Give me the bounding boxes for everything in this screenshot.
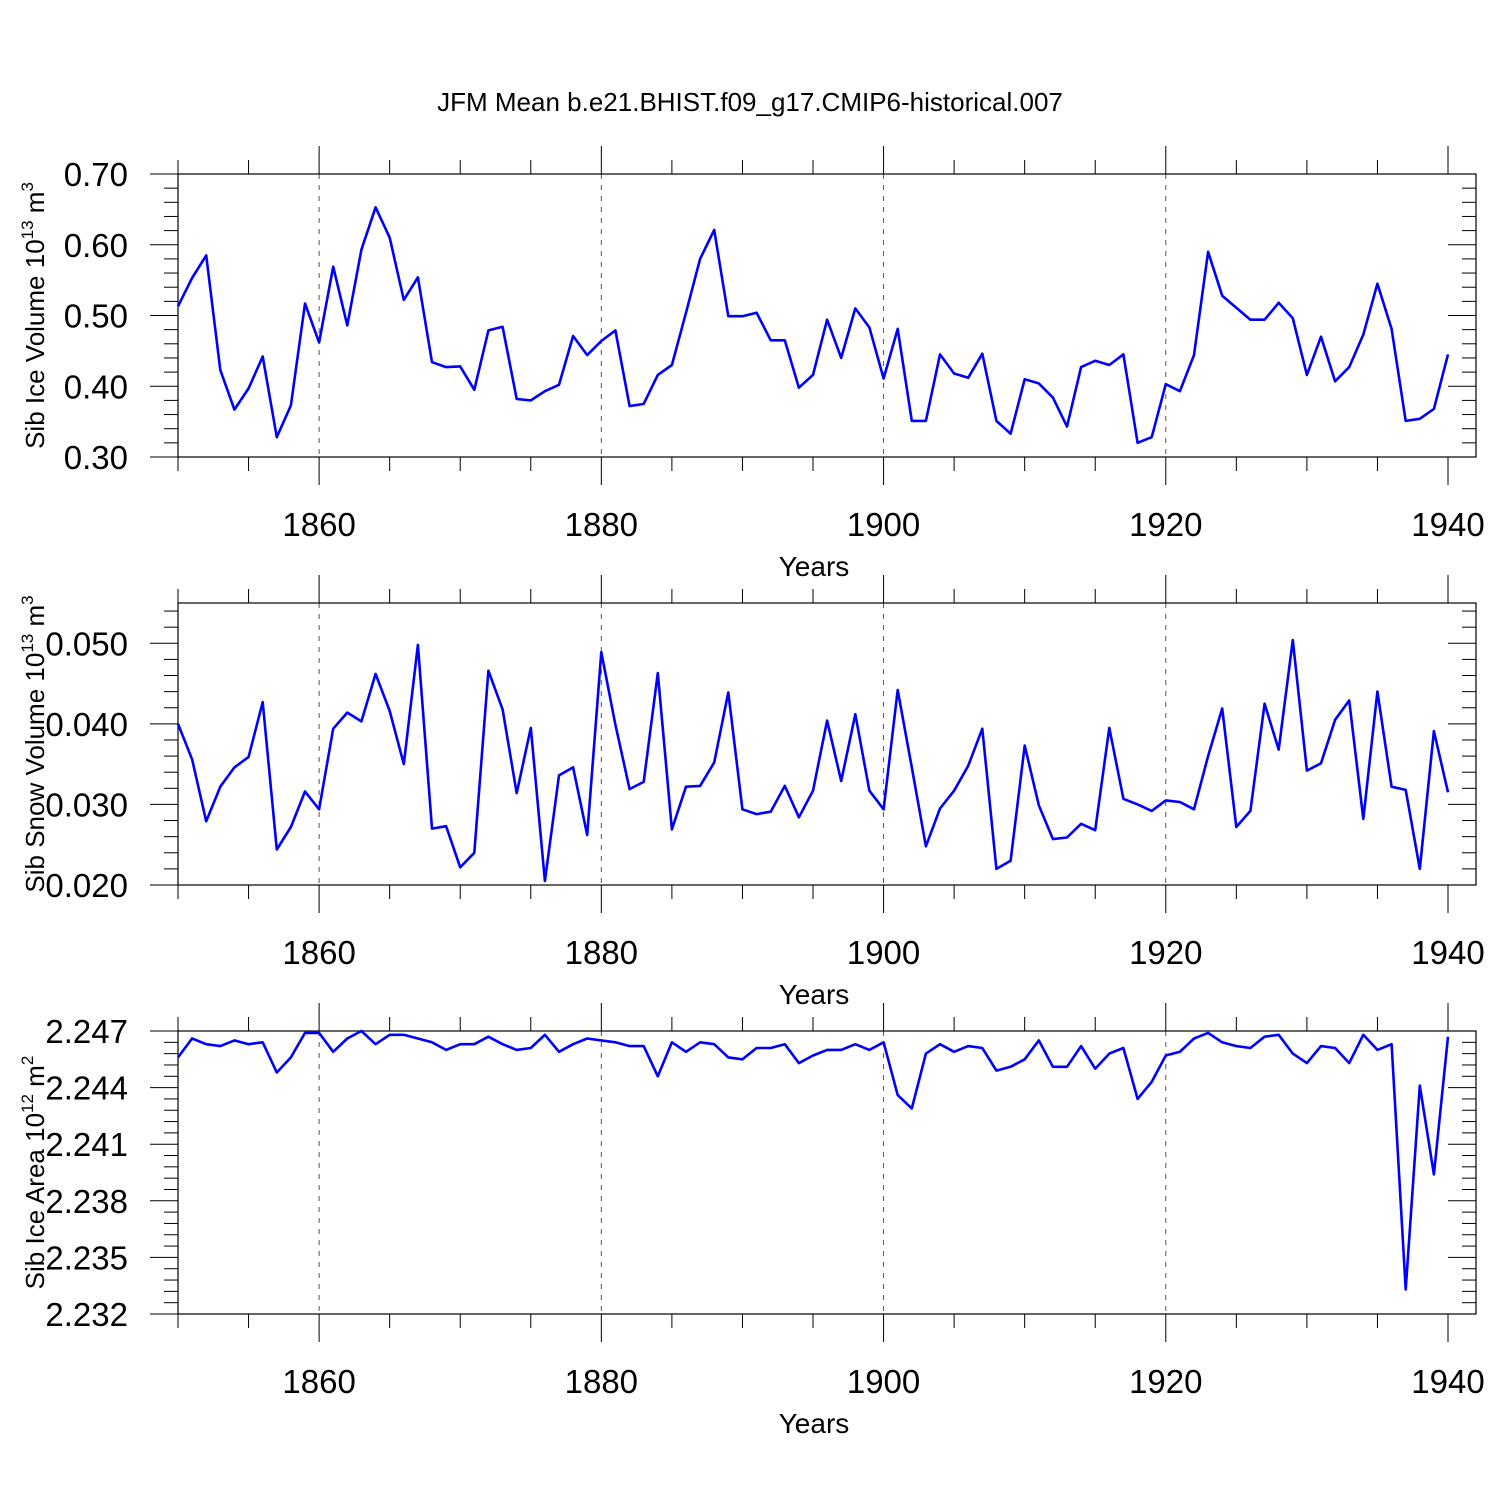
y-axis-label-exponent: 13 — [18, 634, 37, 653]
series-line — [176, 1029, 1450, 1291]
y-axis-label-exponent: 13 — [18, 220, 37, 239]
y-tick-label: 0.020 — [45, 867, 128, 904]
y-axis-label: Sib Ice Volume 1013 m3 — [18, 182, 50, 449]
x-tick-label: 1880 — [565, 506, 638, 543]
panels: 0.30 0.40 0.50 0.60 0.70 1860 1880 1900 1920 1940… — [18, 146, 1485, 1439]
y-axis-label-text: Sib Snow Volume 10 — [20, 653, 50, 893]
y-axis-label: Sib Ice Area 1012 m2 — [18, 1056, 50, 1290]
x-tick-label: 1860 — [282, 934, 355, 971]
x-tick-label: 1920 — [1129, 934, 1202, 971]
y-tick-label: 0.70 — [64, 156, 128, 193]
y-tick-label: 2.238 — [45, 1183, 128, 1220]
y-tick-label: 0.040 — [45, 706, 128, 743]
y-axis-label-unit: m — [20, 605, 50, 634]
x-tick-label: 1920 — [1129, 1363, 1202, 1400]
y-axis-label-unit: m — [20, 1065, 50, 1094]
x-tick-label: 1900 — [847, 934, 920, 971]
chart-panel-3: 2.232 2.235 2.238 2.241 2.244 2.247 1860 1880 19… — [18, 1003, 1485, 1439]
x-tick-label: 1940 — [1411, 934, 1484, 971]
chart-panel-1: 0.30 0.40 0.50 0.60 0.70 1860 1880 1900 1920 1940… — [18, 146, 1485, 582]
y-tick-label: 0.50 — [64, 298, 128, 335]
y-tick-label: 0.60 — [64, 227, 128, 264]
y-axis-label-exponent: 12 — [18, 1094, 37, 1113]
y-tick-label: 2.244 — [45, 1070, 128, 1107]
y-axis-label-unit-exponent: 3 — [18, 182, 37, 191]
y-axis-label-text: Sib Ice Area 10 — [20, 1113, 50, 1289]
x-tick-label: 1880 — [565, 1363, 638, 1400]
series-line — [176, 638, 1450, 883]
x-axis-label: Years — [779, 979, 850, 1010]
y-axis-label-unit-exponent: 3 — [18, 595, 37, 604]
y-tick-label: 2.247 — [45, 1013, 128, 1050]
plot-frame — [177, 602, 1477, 886]
y-tick-label: 0.050 — [45, 625, 128, 662]
x-tick-label: 1920 — [1129, 506, 1202, 543]
x-tick-label: 1860 — [282, 506, 355, 543]
y-axis-label-unit-exponent: 2 — [18, 1056, 37, 1065]
x-tick-label: 1940 — [1411, 1363, 1484, 1400]
y-tick-label: 0.40 — [64, 368, 128, 405]
x-tick-label: 1940 — [1411, 506, 1484, 543]
x-axis-label: Years — [779, 551, 850, 582]
chart-title: JFM Mean b.e21.BHIST.f09_g17.CMIP6-histo… — [437, 87, 1063, 117]
x-axis-label: Years — [779, 1408, 850, 1439]
y-axis-label: Sib Snow Volume 1013 m3 — [18, 595, 50, 892]
series-line — [176, 206, 1450, 445]
plot-frame — [177, 1030, 1477, 1315]
y-tick-label: 0.30 — [64, 439, 128, 476]
y-axis-label-unit: m — [20, 192, 50, 221]
x-tick-label: 1900 — [847, 1363, 920, 1400]
x-tick-label: 1880 — [565, 934, 638, 971]
y-tick-label: 2.232 — [45, 1296, 128, 1333]
x-tick-label: 1860 — [282, 1363, 355, 1400]
y-tick-label: 2.235 — [45, 1239, 128, 1276]
y-axis-label-text: Sib Ice Volume 10 — [20, 239, 50, 449]
x-tick-label: 1900 — [847, 506, 920, 543]
chart-panel-2: 0.020 0.030 0.040 0.050 1860 1880 1900 1920 1940… — [18, 575, 1485, 1010]
y-tick-label: 0.030 — [45, 786, 128, 823]
y-tick-label: 2.241 — [45, 1126, 128, 1163]
